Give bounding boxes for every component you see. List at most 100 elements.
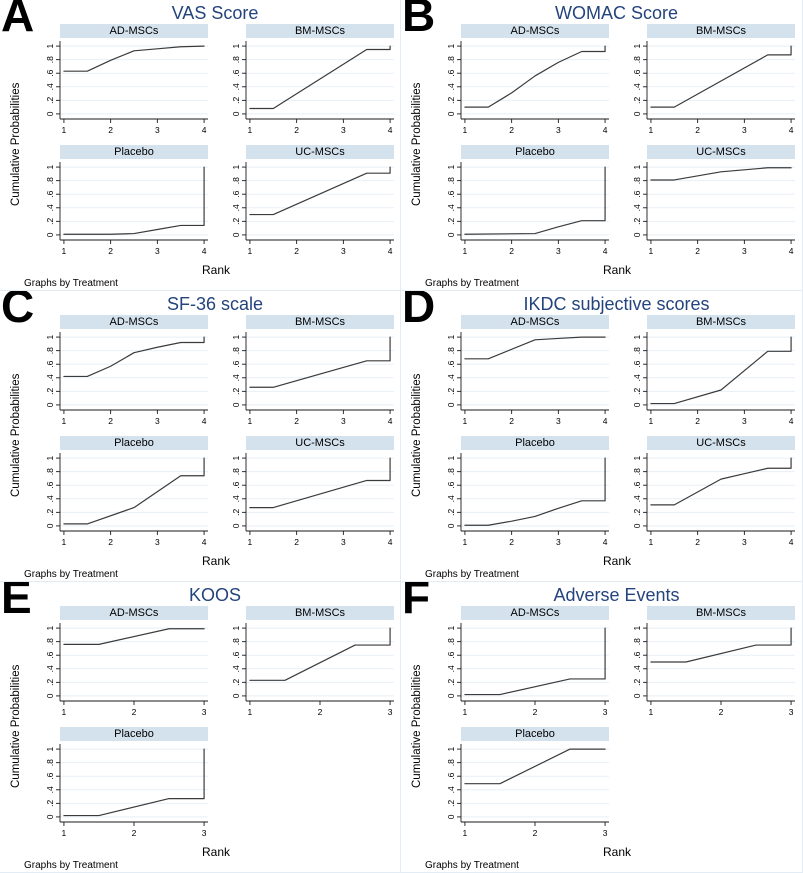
subplot-AD-MSCs: AD-MSCs 0 .2 .4 .6 .8 1 1 2 3 4 (34, 24, 212, 142)
subplot-UC-MSCs: UC-MSCs 0 .2 .4 .6 .8 1 1 2 3 4 (220, 145, 398, 263)
y-tick-label: .8 (45, 759, 55, 766)
gridlines (647, 336, 795, 406)
y-tick-label: 0 (632, 402, 642, 407)
y-tick-label: 1 (45, 746, 55, 751)
y-tick-label: 0 (446, 693, 456, 698)
y-tick-label: .6 (231, 69, 241, 76)
subplot-BM-MSCs: BM-MSCs 0 .2 .4 .6 .8 1 1 2 3 4 (621, 315, 799, 433)
y-tick-label: 0 (446, 523, 456, 528)
y-tick-label: .2 (45, 388, 55, 395)
y-tick-label: 1 (632, 625, 642, 630)
x-tick-label: 2 (695, 537, 700, 547)
subplot-chart: 0 .2 .4 .6 .8 1 1 2 3 4 (446, 162, 609, 256)
panel-E: E KOOS Cumulative Probabilities AD-MSCs 0 .2.… (0, 582, 401, 873)
y-tick-label: 1 (45, 455, 55, 460)
y-tick-label: .8 (45, 347, 55, 354)
x-tick-label: 2 (108, 125, 113, 135)
y-tick-label: 1 (632, 334, 642, 339)
subplot-BM-MSCs: BM-MSCs 0 .2 .4 .6 .8 1 1 2 3 4 (220, 24, 398, 142)
y-tick-label: .6 (632, 651, 642, 658)
y-axis-title: Cumulative Probabilities (10, 82, 22, 206)
subplot-chart: 0 .2 .4 .6 .8 1 1 2 3 4 (45, 41, 208, 135)
y-tick-label: .2 (231, 388, 241, 395)
x-tick-label: 3 (155, 246, 160, 256)
y-tick-label: .2 (231, 679, 241, 686)
y-tick-label: .2 (632, 509, 642, 516)
y-tick-label: .2 (632, 218, 642, 225)
x-tick-label: 2 (132, 828, 137, 838)
x-tick-label: 4 (202, 416, 207, 426)
axes: 0 .2 .4 .6 .8 1 1 2 3 4 (632, 453, 795, 547)
y-tick-label: .2 (446, 388, 456, 395)
axes: 0 .2 .4 .6 .8 1 1 2 3 4 (632, 41, 795, 135)
gridlines (60, 457, 208, 527)
y-tick-label: .6 (45, 651, 55, 658)
series-line (63, 336, 205, 378)
y-tick-label: 1 (446, 164, 456, 169)
subplot-header: BM-MSCs (647, 606, 795, 620)
x-tick-label: 1 (649, 537, 654, 547)
subplot-BM-MSCs: BM-MSCs 0 .2 .4 .6 .8 1 1 2 3 (621, 606, 799, 724)
x-tick-label: 3 (341, 125, 346, 135)
y-tick-label: .6 (446, 651, 456, 658)
subplot-header: BM-MSCs (246, 315, 394, 329)
panel-letter: E (1, 582, 32, 623)
panel-letter: A (1, 0, 35, 41)
x-tick-label: 3 (556, 246, 561, 256)
series-line (650, 336, 792, 405)
subplot-AD-MSCs: AD-MSCs 0 .2 .4 .6 .8 1 1 2 3 (34, 606, 212, 724)
x-tick-label: 2 (719, 707, 724, 717)
gridlines (246, 336, 394, 406)
x-tick-label: 1 (463, 537, 468, 547)
x-tick-label: 1 (649, 416, 654, 426)
x-tick-label: 1 (463, 707, 468, 717)
x-tick-label: 2 (533, 707, 538, 717)
y-tick-label: 1 (45, 43, 55, 48)
gridlines (60, 748, 208, 818)
x-tick-label: 4 (388, 537, 393, 547)
y-tick-label: .6 (446, 69, 456, 76)
subplot-grid: AD-MSCs 0 .2 .4 .6 .8 1 1 2 3 4 BM-MSCs 0 .2 .4 .6 .8 1 1 2… (34, 315, 396, 554)
x-axis-title: Rank (602, 845, 631, 859)
subplot-chart: 0 .2 .4 .6 .8 1 1 2 3 (446, 744, 609, 838)
y-tick-label: 1 (231, 625, 241, 630)
panel-F: F Adverse Events Cumulative Probabilities A… (401, 582, 803, 873)
subplot-chart: 0 .2 .4 .6 .8 1 1 2 3 4 (446, 41, 609, 135)
y-tick-label: .4 (446, 83, 456, 90)
y-tick-label: .4 (632, 495, 642, 502)
gridlines (60, 45, 208, 115)
y-tick-label: 0 (446, 402, 456, 407)
y-tick-label: 1 (632, 455, 642, 460)
axes: 0 .2 .4 .6 .8 1 1 2 3 4 (45, 41, 208, 135)
gridlines (246, 457, 394, 527)
y-tick-label: .8 (632, 638, 642, 645)
subplot-header: UC-MSCs (246, 145, 394, 159)
x-tick-label: 4 (202, 537, 207, 547)
x-tick-label: 3 (742, 246, 747, 256)
x-tick-label: 1 (62, 828, 67, 838)
axes: 0 .2 .4 .6 .8 1 1 2 3 (446, 623, 609, 717)
y-tick-label: .4 (632, 665, 642, 672)
x-tick-label: 3 (388, 707, 393, 717)
x-tick-label: 2 (509, 416, 514, 426)
subplot-header: BM-MSCs (647, 24, 795, 38)
y-tick-label: 0 (231, 402, 241, 407)
x-tick-label: 3 (556, 416, 561, 426)
x-tick-label: 3 (556, 537, 561, 547)
gridlines (60, 166, 208, 236)
y-tick-label: 1 (45, 625, 55, 630)
x-tick-label: 3 (341, 416, 346, 426)
subplot-Placebo: Placebo 0 .2 .4 .6 .8 1 1 2 3 4 (435, 145, 613, 263)
y-tick-label: .4 (45, 495, 55, 502)
x-tick-label: 3 (155, 416, 160, 426)
x-tick-label: 2 (294, 246, 299, 256)
x-tick-label: 4 (388, 125, 393, 135)
subplot-UC-MSCs: UC-MSCs 0 .2 .4 .6 .8 1 1 2 3 4 (621, 436, 799, 554)
x-tick-label: 1 (248, 246, 253, 256)
subplot-BM-MSCs: BM-MSCs 0 .2 .4 .6 .8 1 1 2 3 (220, 606, 398, 724)
y-tick-label: 0 (45, 402, 55, 407)
subplot-header: Placebo (461, 436, 609, 450)
x-tick-label: 1 (248, 537, 253, 547)
y-tick-label: 0 (446, 232, 456, 237)
